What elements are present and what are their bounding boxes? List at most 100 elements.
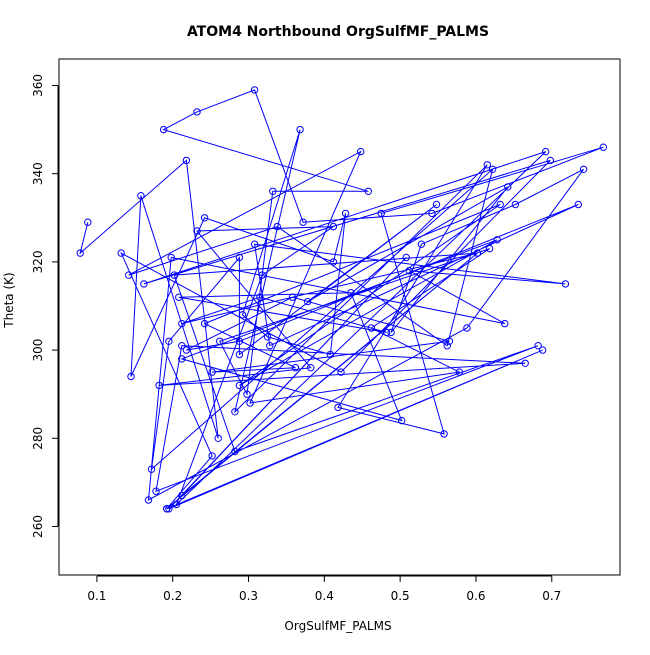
data-point: [364, 187, 372, 196]
data-point: [144, 496, 153, 504]
data-point: [84, 218, 92, 226]
data-point: [367, 324, 375, 332]
data-point: [165, 337, 173, 345]
x-tick-label: 0.3: [239, 589, 258, 603]
data-point: [417, 240, 426, 248]
y-tick-label: 360: [31, 74, 45, 97]
data-point: [178, 491, 186, 500]
data-point: [542, 147, 550, 156]
x-tick-label: 0.4: [315, 589, 334, 603]
data-point: [258, 271, 266, 279]
data-point: [329, 258, 338, 266]
data-point: [398, 416, 406, 425]
data-point: [405, 267, 413, 275]
x-tick-label: 0.2: [163, 589, 182, 603]
data-point: [473, 249, 482, 257]
data-point: [539, 346, 547, 354]
data-point: [273, 222, 281, 231]
data-point: [485, 244, 494, 253]
data-point: [137, 192, 145, 200]
data-point: [561, 280, 570, 288]
data-point: [428, 209, 436, 218]
data-point: [496, 200, 504, 209]
data-point: [170, 271, 178, 279]
plot-frame: [58, 58, 621, 576]
data-point: [178, 319, 186, 328]
x-tick-label: 0.1: [87, 589, 106, 603]
data-point: [299, 218, 307, 226]
data-point: [200, 319, 209, 328]
data-point: [599, 143, 607, 151]
data-point: [483, 161, 491, 169]
data-point: [307, 364, 315, 372]
data-point: [263, 333, 272, 341]
data-point: [443, 342, 451, 350]
data-point: [178, 342, 186, 350]
data-point: [250, 86, 259, 94]
data-point: [182, 346, 191, 354]
y-tick-label: 260: [31, 515, 45, 538]
data-point: [172, 500, 181, 509]
data-point: [304, 297, 312, 306]
x-tick-label: 0.6: [466, 589, 485, 603]
data-point: [238, 311, 247, 319]
data-point: [387, 328, 395, 337]
series-lines: [79, 89, 604, 510]
data-point: [250, 240, 259, 248]
data-point: [159, 125, 168, 134]
data-point: [165, 505, 173, 513]
data-point: [243, 390, 251, 398]
data-point: [193, 108, 201, 116]
data-point: [235, 350, 244, 359]
data-point: [235, 337, 244, 345]
data-point: [463, 324, 471, 332]
data-point: [208, 452, 216, 460]
data-point: [296, 125, 304, 134]
y-tick-label: 280: [31, 427, 45, 450]
data-point: [488, 165, 497, 174]
y-tick-label: 320: [31, 250, 45, 273]
data-point: [521, 359, 529, 367]
data-point: [326, 350, 335, 359]
data-point: [167, 253, 175, 262]
data-point: [216, 337, 224, 345]
data-point: [329, 222, 338, 231]
data-point: [504, 183, 512, 191]
data-point: [357, 147, 365, 156]
y-axis-label: Theta (K): [2, 272, 16, 328]
data-point: [125, 271, 133, 279]
data-point: [341, 209, 350, 218]
data-point: [235, 253, 244, 262]
x-axis-label: OrgSulfMF_PALMS: [284, 619, 391, 633]
series-line: [79, 89, 604, 510]
data-point: [445, 337, 454, 345]
x-tick-label: 0.7: [542, 589, 561, 603]
x-axis: 0.1 0.2 0.3 0.4 0.5 0.6 0.7: [87, 575, 561, 603]
data-point: [579, 165, 588, 174]
data-point: [291, 364, 300, 372]
data-point: [155, 381, 163, 390]
data-point: [140, 280, 148, 288]
data-point: [117, 249, 125, 257]
data-point: [534, 342, 542, 350]
series-points: [76, 86, 607, 513]
data-point: [501, 319, 509, 328]
data-point: [182, 156, 191, 165]
data-point: [175, 293, 183, 301]
data-point: [208, 368, 216, 376]
chart-title: ATOM4 Northbound OrgSulfMF_PALMS: [187, 24, 489, 40]
data-point: [178, 355, 186, 363]
data-point: [214, 434, 222, 442]
data-point: [193, 227, 201, 235]
data-point: [76, 249, 84, 257]
data-point: [147, 465, 156, 473]
y-axis: 260 280 300 320 340 360: [31, 74, 59, 538]
data-point: [256, 293, 264, 301]
y-tick-label: 300: [31, 339, 45, 362]
data-point: [377, 209, 385, 218]
data-point: [334, 403, 342, 412]
data-point: [402, 253, 410, 262]
